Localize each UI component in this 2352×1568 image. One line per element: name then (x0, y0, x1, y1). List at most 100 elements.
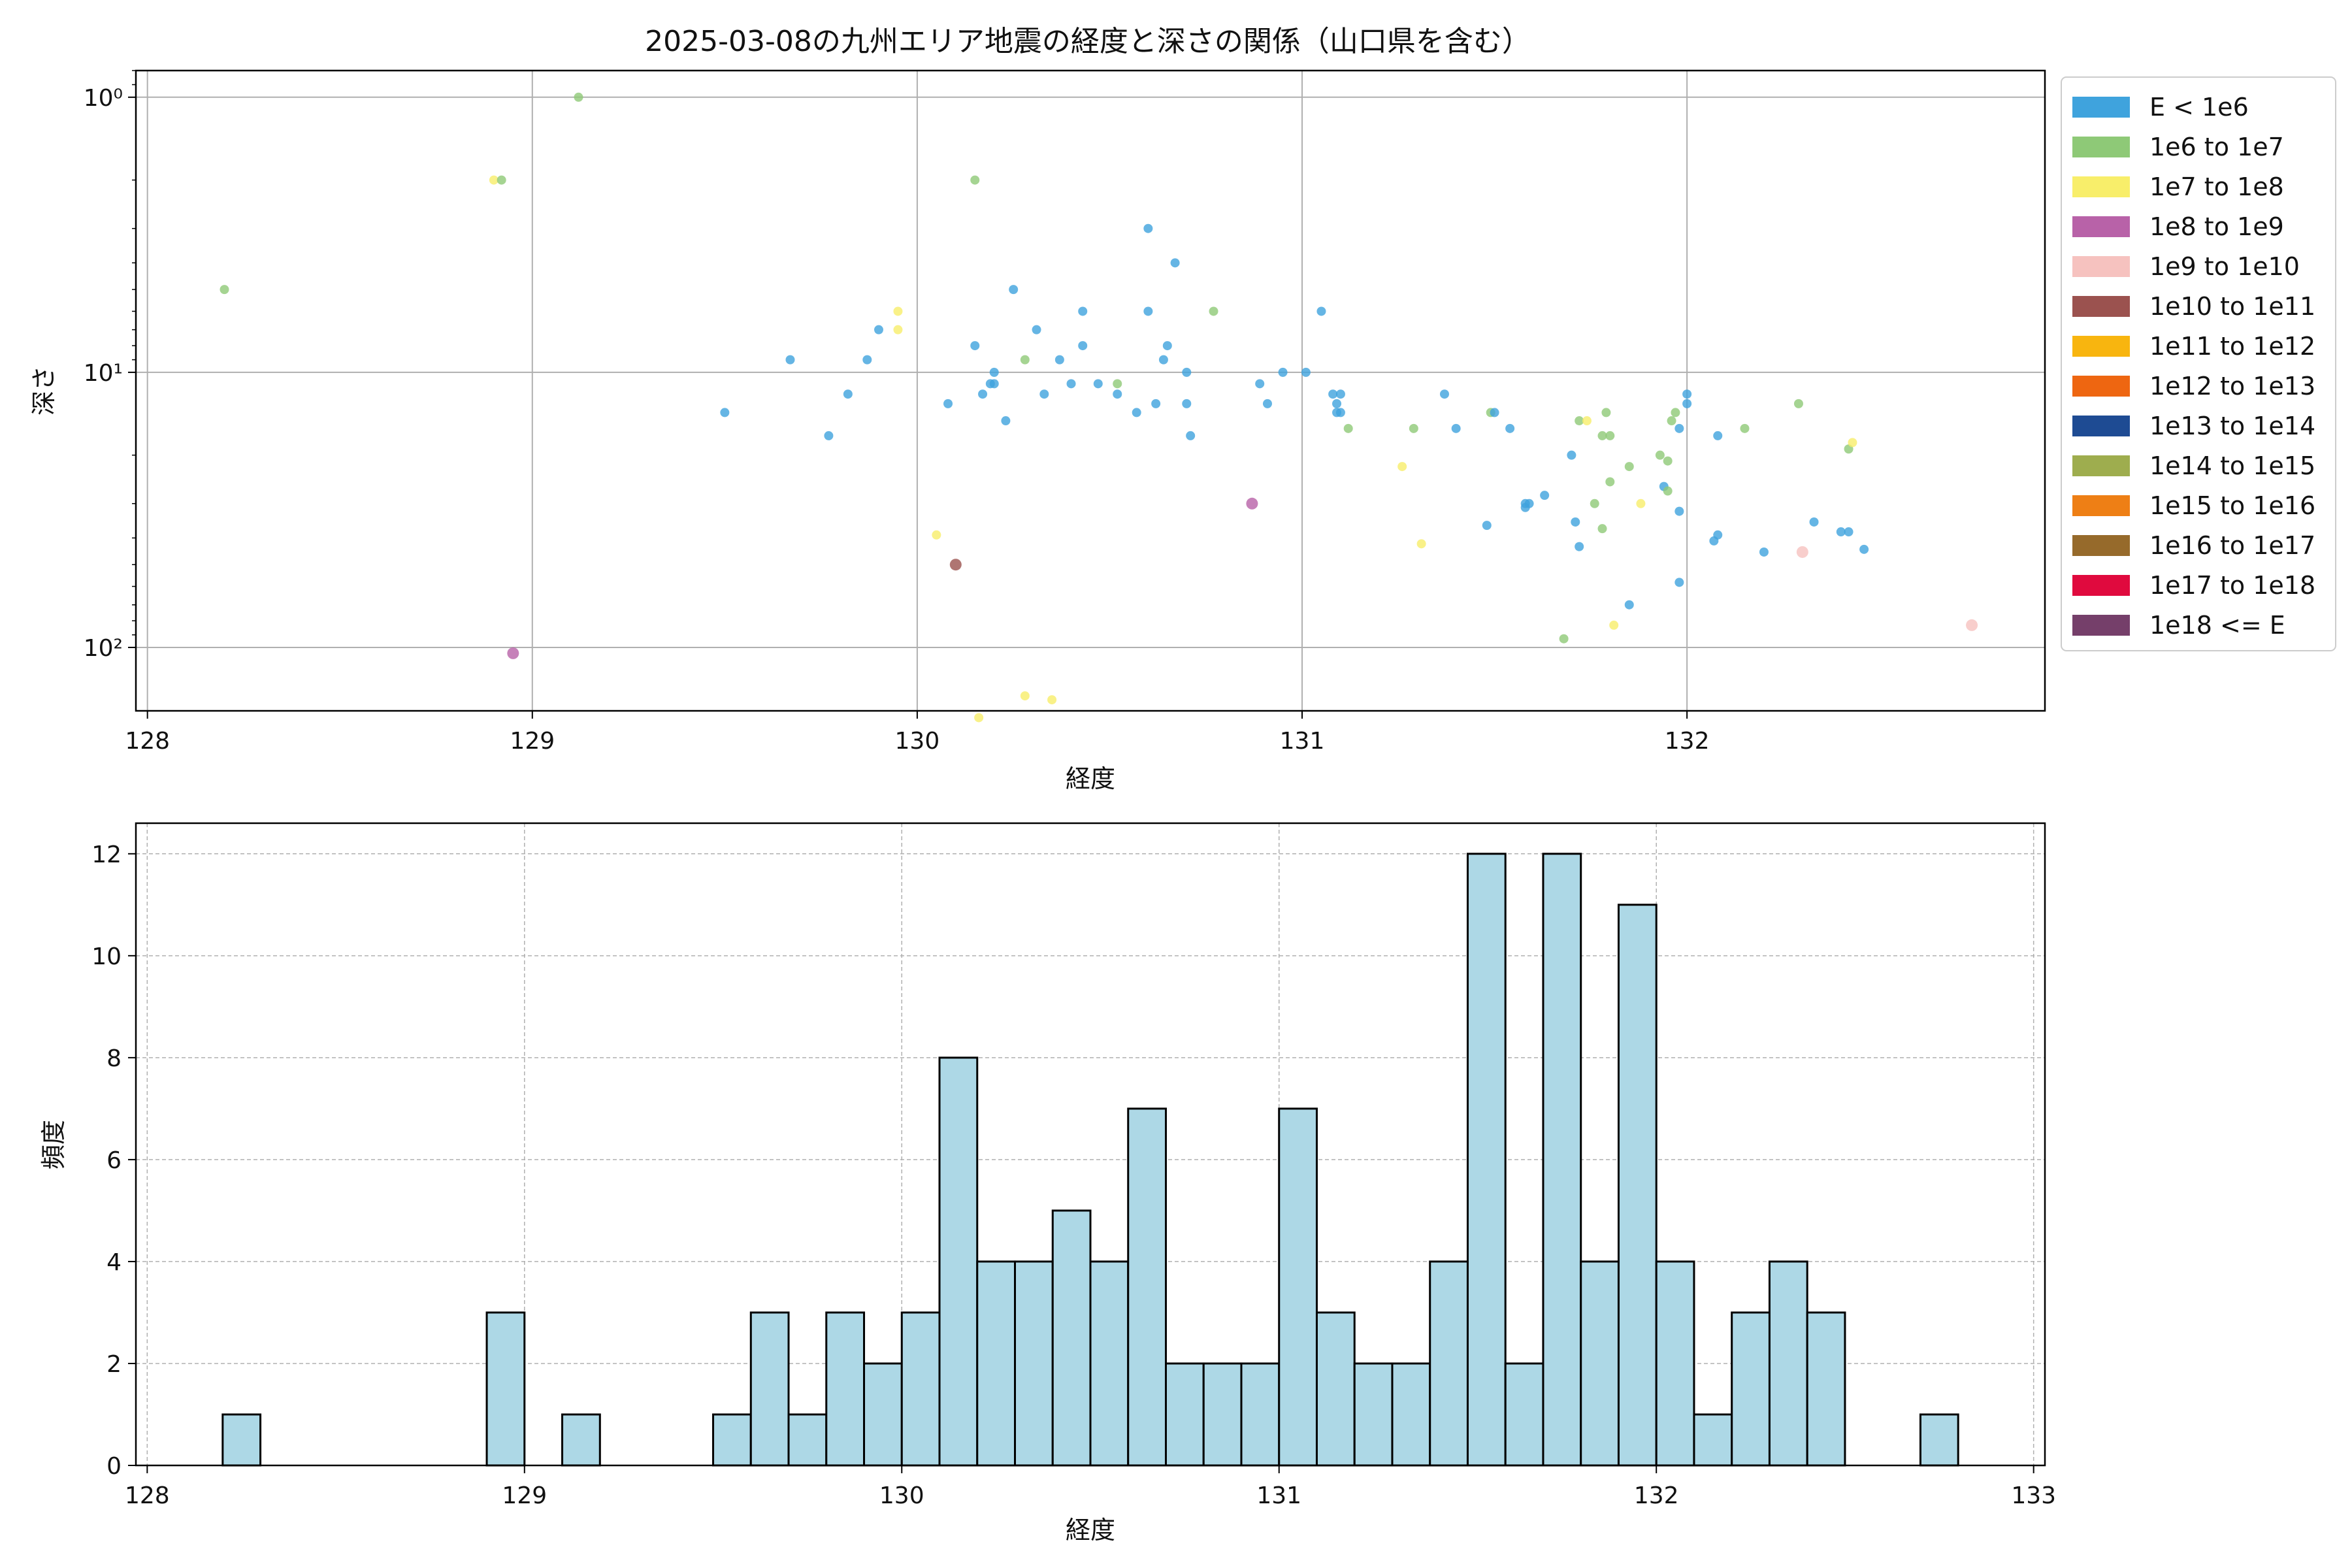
histogram-bar (1429, 1260, 1469, 1467)
histogram-bar (1580, 1260, 1620, 1467)
histogram-y-tick-label: 0 (106, 1453, 122, 1480)
scatter-point (1009, 285, 1019, 295)
scatter-point (1335, 389, 1345, 399)
histogram-bar (863, 1362, 903, 1467)
scatter-point (1793, 399, 1803, 408)
scatter-x-tick-label: 130 (895, 728, 940, 755)
legend: E < 1e6 1e6 to 1e7 1e7 to 1e8 1e8 to 1e9 1e9… (2061, 76, 2336, 651)
scatter-point (874, 325, 883, 335)
scatter-point (1301, 367, 1311, 377)
scatter-point (943, 399, 953, 408)
scatter-title: 2025-03-08の九州エリア地震の経度と深さの関係（山口県を含む） (645, 25, 1531, 58)
scatter-point (1624, 462, 1634, 472)
scatter-point (1416, 539, 1426, 549)
histogram-bar (1731, 1311, 1771, 1467)
scatter-point (1859, 544, 1869, 554)
scatter-point (989, 379, 999, 389)
histogram-x-tick-label: 129 (502, 1482, 547, 1509)
legend-label: 1e14 to 1e15 (2149, 451, 2315, 480)
scatter-x-tick-label: 132 (1665, 728, 1710, 755)
histogram-bar (1014, 1260, 1054, 1467)
histogram-bar (1127, 1107, 1167, 1467)
scatter-point (1605, 431, 1615, 440)
scatter-point (1713, 431, 1723, 440)
histogram-bar (1919, 1413, 1959, 1467)
scatter-point (1482, 521, 1492, 531)
legend-label: 1e16 to 1e17 (2149, 531, 2315, 560)
scatter-point (893, 325, 903, 335)
scatter-point (1113, 379, 1122, 389)
scatter-point (1246, 497, 1258, 510)
legend-items: E < 1e6 1e6 to 1e7 1e7 to 1e8 1e8 to 1e9 1e9… (2072, 93, 2315, 640)
scatter-point (862, 355, 872, 365)
scatter-point (1713, 530, 1723, 540)
scatter-point (1054, 355, 1064, 365)
scatter-point (720, 408, 730, 417)
scatter-point (220, 285, 229, 295)
scatter-point (1066, 379, 1076, 389)
histogram-bar (1693, 1413, 1733, 1467)
histogram-bar (1391, 1362, 1431, 1467)
legend-swatch (2072, 535, 2130, 556)
scatter-grid (136, 71, 2045, 711)
scatter-point (1636, 498, 1646, 508)
histogram-bar (1353, 1362, 1394, 1467)
histogram-bar (1504, 1362, 1544, 1467)
histogram-y-tick-label: 10 (91, 943, 122, 970)
legend-label: 1e17 to 1e18 (2149, 571, 2315, 600)
histogram-bar (900, 1311, 941, 1467)
scatter-point (1032, 325, 1041, 335)
histogram-y-tick-label: 4 (106, 1249, 122, 1276)
legend-label: 1e9 to 1e10 (2149, 252, 2300, 281)
scatter-point (1601, 408, 1611, 417)
scatter-y-tick-label: 10² (84, 635, 123, 662)
scatter-point (970, 175, 980, 185)
legend-swatch (2072, 296, 2130, 317)
scatter-point (1209, 306, 1218, 316)
legend-swatch (2072, 137, 2130, 157)
histogram-plot-frame (135, 822, 2046, 1467)
scatter-x-tick-label: 128 (125, 728, 170, 755)
histogram-y-tick-label: 6 (106, 1147, 122, 1174)
scatter-point (1682, 389, 1692, 399)
histogram-bar (712, 1413, 752, 1467)
scatter-point (1844, 527, 1854, 537)
scatter-point (1113, 389, 1122, 399)
scatter-point (1597, 431, 1607, 440)
scatter-point (932, 530, 941, 540)
legend-label: E < 1e6 (2149, 93, 2249, 122)
scatter-x-tick-label: 131 (1280, 728, 1325, 755)
histogram-bar (976, 1260, 1017, 1467)
scatter-point (1667, 416, 1676, 426)
legend-swatch (2072, 176, 2130, 197)
scatter-point (1809, 517, 1819, 527)
legend-swatch (2072, 336, 2130, 357)
scatter-point (949, 559, 962, 571)
scatter-point (893, 306, 903, 316)
scatter-point (1278, 367, 1288, 377)
scatter-point (1078, 341, 1088, 351)
scatter-point (1609, 620, 1619, 630)
scatter-x-axis-label: 経度 (1066, 764, 1115, 793)
scatter-point (1020, 355, 1030, 365)
scatter-point (1186, 431, 1196, 440)
scatter-point (1590, 498, 1599, 508)
histogram-x-tick-label: 131 (1256, 1482, 1301, 1509)
legend-frame (2061, 76, 2336, 651)
legend-label: 1e8 to 1e9 (2149, 212, 2284, 241)
scatter-y-tick-label: 10⁰ (84, 85, 123, 112)
scatter-y-ticks: 10⁰ 10¹ 10² (84, 70, 136, 662)
histogram-bar (1768, 1260, 1808, 1467)
scatter-point (1182, 399, 1192, 408)
scatter-point (1332, 399, 1342, 408)
histogram-bar (787, 1413, 828, 1467)
legend-swatch (2072, 416, 2130, 436)
histogram-panel: 128 129 130 131 132 133 0 2 4 6 8 10 12 経度 頻度 (39, 822, 2056, 1544)
scatter-x-tick-label: 129 (510, 728, 555, 755)
histogram-bar (1315, 1311, 1356, 1467)
scatter-point (574, 92, 583, 102)
histogram-bar (221, 1413, 262, 1467)
histogram-y-tick-label: 12 (91, 841, 122, 868)
scatter-point (1439, 389, 1449, 399)
histogram-bar (938, 1056, 979, 1467)
